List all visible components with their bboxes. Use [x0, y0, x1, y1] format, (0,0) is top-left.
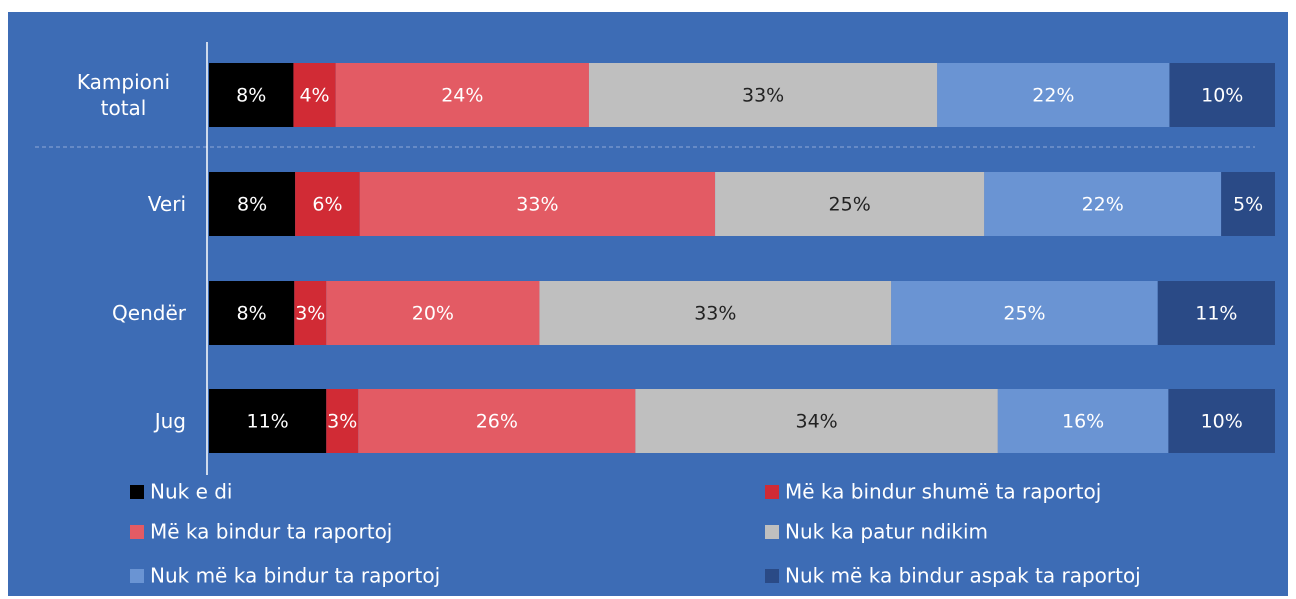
legend-swatch — [130, 525, 144, 539]
value-label: 22% — [1032, 85, 1074, 107]
legend-label: Nuk më ka bindur ta raportoj — [150, 564, 440, 588]
category-label: Qendër — [112, 300, 186, 326]
bar-segment — [209, 172, 296, 236]
bar-segment — [1169, 63, 1275, 127]
value-label: 25% — [1003, 303, 1045, 325]
value-label: 33% — [516, 194, 558, 216]
category-label: Veri — [148, 191, 186, 217]
bar-segment — [1157, 281, 1275, 345]
bar-segment — [937, 63, 1170, 127]
bar-segment — [635, 389, 998, 453]
legend-label: Më ka bindur shumë ta raportoj — [785, 480, 1101, 504]
bar-segment — [715, 172, 985, 236]
bar-segment — [891, 281, 1158, 345]
legend-label: Nuk më ka bindur aspak ta raportoj — [785, 564, 1141, 588]
legend-swatch — [765, 569, 779, 583]
category-text: Jug — [154, 409, 186, 433]
bar-segment — [295, 172, 360, 236]
value-label: 20% — [412, 303, 454, 325]
bar-segment — [997, 389, 1169, 453]
category-text: Kampioni total — [76, 70, 171, 120]
category-label: Jug — [155, 408, 186, 434]
value-label: 34% — [796, 411, 838, 433]
value-label: 11% — [1195, 303, 1237, 325]
value-label: 5% — [1233, 194, 1263, 216]
value-label: 3% — [327, 411, 357, 433]
value-label: 33% — [694, 303, 736, 325]
value-label: 10% — [1201, 411, 1243, 433]
value-label: 8% — [236, 85, 266, 107]
bar-segment — [209, 63, 294, 127]
legend-swatch — [130, 569, 144, 583]
value-label: 10% — [1201, 85, 1243, 107]
bar-segment — [293, 63, 336, 127]
bar-segment — [209, 281, 295, 345]
bar-segment — [539, 281, 892, 345]
category-text: Veri — [147, 192, 186, 216]
bar-segment — [1168, 389, 1275, 453]
bar-segment — [984, 172, 1222, 236]
value-label: 11% — [247, 411, 289, 433]
bar-segment — [326, 281, 540, 345]
bar-segment — [294, 281, 327, 345]
bar-segment — [1221, 172, 1275, 236]
bar-segment — [335, 63, 589, 127]
category-label: Kampioni total — [61, 69, 186, 121]
value-label: 22% — [1082, 194, 1124, 216]
value-label: 8% — [237, 303, 267, 325]
value-label: 3% — [295, 303, 325, 325]
legend-swatch — [765, 485, 779, 499]
value-label: 26% — [476, 411, 518, 433]
value-label: 16% — [1062, 411, 1104, 433]
legend-label: Nuk ka patur ndikim — [785, 520, 988, 544]
bar-segment — [588, 63, 938, 127]
legend-swatch — [130, 485, 144, 499]
category-text: Qendër — [112, 301, 186, 325]
legend-swatch — [765, 525, 779, 539]
bar-segment — [326, 389, 359, 453]
legend-label: Më ka bindur ta raportoj — [150, 520, 392, 544]
value-label: 4% — [299, 85, 329, 107]
bar-segment — [359, 172, 716, 236]
bar-segment — [209, 389, 327, 453]
value-label: 24% — [441, 85, 483, 107]
value-label: 25% — [829, 194, 871, 216]
legend-label: Nuk e di — [150, 480, 233, 504]
bar-segment — [358, 389, 636, 453]
value-label: 8% — [237, 194, 267, 216]
value-label: 6% — [312, 194, 342, 216]
value-label: 33% — [742, 85, 784, 107]
